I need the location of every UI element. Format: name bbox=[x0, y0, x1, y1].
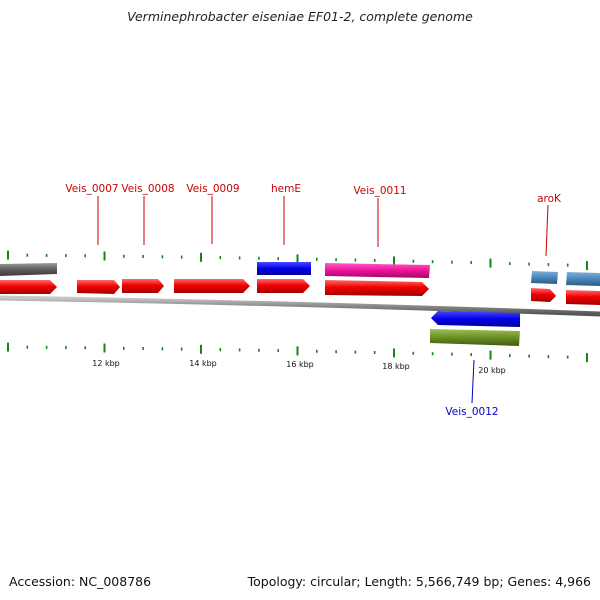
cds-arrow-hemE bbox=[257, 279, 310, 293]
gene-label-veis-0011: Veis_0011 bbox=[353, 185, 406, 197]
gray-feature bbox=[0, 263, 57, 276]
genome-backbone bbox=[0, 295, 600, 317]
hemE-feature bbox=[257, 262, 311, 275]
steel-feature-1 bbox=[531, 271, 558, 284]
upper-tick-marks bbox=[7, 250, 588, 271]
scale-label-20kbp: 20 kbp bbox=[478, 366, 506, 375]
olive-feature bbox=[430, 329, 520, 346]
gene-label-veis-0008: Veis_0008 bbox=[121, 183, 174, 195]
scale-label-18kbp: 18 kbp bbox=[382, 362, 410, 371]
cds-arrow-veis-0012 bbox=[431, 311, 520, 327]
cds-arrow-end bbox=[566, 290, 600, 305]
steel-feature-2 bbox=[566, 272, 600, 286]
cds-arrow-aroK bbox=[531, 288, 556, 302]
cds-arrow-veis-0008 bbox=[122, 279, 164, 293]
cds-arrow-veis-0007 bbox=[77, 280, 120, 294]
scale-label-16kbp: 16 kbp bbox=[286, 360, 314, 369]
map-title: Verminephrobacter eiseniae EF01-2, compl… bbox=[127, 9, 473, 24]
scale-label-14kbp: 14 kbp bbox=[189, 359, 217, 368]
cds-arrow-1 bbox=[0, 280, 57, 294]
genome-summary-text: Topology: circular; Length: 5,566,749 bp… bbox=[247, 574, 591, 589]
cds-arrow-veis-0011 bbox=[325, 280, 429, 296]
cds-arrow-veis-0009 bbox=[174, 279, 250, 293]
gene-label-aroK: aroK bbox=[537, 193, 562, 205]
scale-label-12kbp: 12 kbp bbox=[92, 359, 120, 368]
gene-label-veis-0007: Veis_0007 bbox=[65, 183, 118, 195]
gene-label-hemE: hemE bbox=[271, 183, 301, 195]
scale-tick-marks bbox=[7, 342, 588, 363]
gene-label-veis-0012: Veis_0012 bbox=[445, 406, 498, 418]
pink-feature bbox=[325, 263, 430, 278]
label-leaders bbox=[97, 196, 549, 404]
gene-label-veis-0009: Veis_0009 bbox=[186, 183, 239, 195]
accession-text: Accession: NC_008786 bbox=[9, 574, 152, 589]
